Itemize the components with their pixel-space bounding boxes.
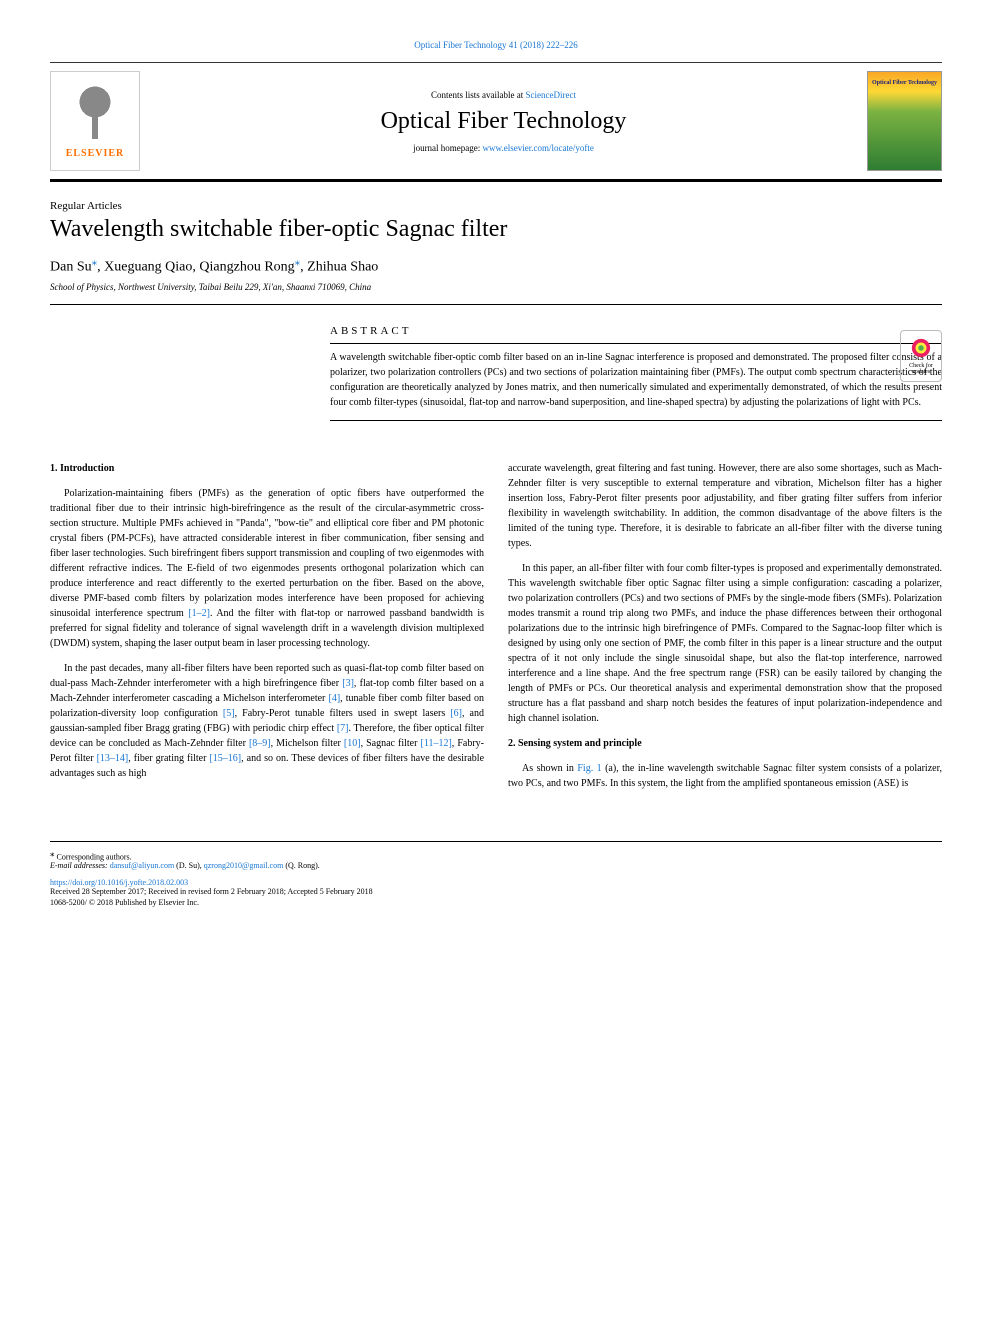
abstract-left-spacer (50, 325, 310, 421)
elsevier-logo: ELSEVIER (50, 71, 140, 171)
top-citation-link[interactable]: Optical Fiber Technology 41 (2018) 222–2… (414, 40, 577, 50)
abstract-heading: ABSTRACT (330, 325, 942, 344)
email-link[interactable]: dansuf@aliyun.com (110, 861, 174, 870)
homepage-link[interactable]: www.elsevier.com/locate/yofte (483, 143, 594, 153)
ref-13-14[interactable]: [13–14] (97, 753, 129, 764)
top-citation: Optical Fiber Technology 41 (2018) 222–2… (50, 40, 942, 50)
copyright-line: 1068-5200/ © 2018 Published by Elsevier … (50, 898, 942, 907)
corresponding-note: ⁎ Corresponding authors. (50, 848, 942, 862)
top-citation-journal: Optical Fiber Technology (414, 40, 506, 50)
doi-link[interactable]: https://doi.org/10.1016/j.yofte.2018.02.… (50, 878, 188, 887)
intro-para-1: Polarization-maintaining fibers (PMFs) a… (50, 486, 484, 651)
fig-1-link[interactable]: Fig. 1 (577, 763, 601, 774)
footer: ⁎ Corresponding authors. E-mail addresse… (50, 841, 942, 908)
intro-p1-text: Polarization-maintaining fibers (PMFs) a… (50, 488, 484, 619)
sec2-para-1: As shown in Fig. 1 (a), the in-line wave… (508, 761, 942, 791)
body-columns: 1. Introduction Polarization-maintaining… (50, 461, 942, 801)
author-list: Dan Su⁎, Xueguang Qiao, Qiangzhou Rong⁎,… (50, 255, 942, 276)
email-line: E-mail addresses: dansuf@aliyun.com (D. … (50, 861, 942, 870)
corr-asterisk-link[interactable]: ⁎ (92, 256, 98, 268)
abstract-text: A wavelength switchable fiber-optic comb… (330, 350, 942, 421)
corr-label: Corresponding authors. (57, 852, 132, 861)
col2-para-1: accurate wavelength, great filtering and… (508, 461, 942, 551)
title-block: Regular Articles Wavelength switchable f… (50, 200, 942, 292)
doi-line: https://doi.org/10.1016/j.yofte.2018.02.… (50, 878, 942, 887)
corr-asterisk-link[interactable]: ⁎ (295, 256, 301, 268)
col2-para-2: In this paper, an all-fiber filter with … (508, 561, 942, 726)
article-type: Regular Articles (50, 200, 942, 212)
intro-para-2: In the past decades, many all-fiber filt… (50, 661, 484, 781)
check-for-updates-badge[interactable]: Check for updates (900, 330, 942, 382)
homepage-line: journal homepage: www.elsevier.com/locat… (160, 143, 847, 153)
divider (50, 304, 942, 305)
email-label: E-mail addresses: (50, 861, 108, 870)
ref-3[interactable]: [3] (342, 678, 354, 689)
section-2-heading: 2. Sensing system and principle (508, 736, 942, 751)
affiliation: School of Physics, Northwest University,… (50, 282, 942, 292)
p2-h: , Sagnac filter (361, 738, 421, 749)
ref-6[interactable]: [6] (450, 708, 462, 719)
journal-cover-thumbnail (867, 71, 942, 171)
article-title: Wavelength switchable fiber-optic Sagnac… (50, 216, 942, 243)
ref-8-9[interactable]: [8–9] (249, 738, 271, 749)
ref-15-16[interactable]: [15–16] (209, 753, 241, 764)
banner-center: Contents lists available at ScienceDirec… (160, 90, 847, 153)
author: Qiangzhou Rong (199, 260, 294, 275)
sec2-p1-a: As shown in (522, 763, 577, 774)
abstract-content: ABSTRACT A wavelength switchable fiber-o… (310, 325, 942, 421)
author: Dan Su (50, 260, 92, 275)
journal-name: Optical Fiber Technology (160, 108, 847, 135)
author: Zhihua Shao (307, 260, 378, 275)
column-right: accurate wavelength, great filtering and… (508, 461, 942, 801)
elsevier-brand-text: ELSEVIER (66, 148, 125, 159)
elsevier-tree-icon (65, 84, 125, 144)
contents-line: Contents lists available at ScienceDirec… (160, 90, 847, 100)
ref-11-12[interactable]: [11–12] (421, 738, 452, 749)
author: Xueguang Qiao (104, 260, 192, 275)
abstract-section: ABSTRACT A wavelength switchable fiber-o… (50, 325, 942, 421)
section-1-heading: 1. Introduction (50, 461, 484, 476)
p2-g: , Michelson filter (271, 738, 344, 749)
homepage-prefix: journal homepage: (413, 143, 482, 153)
received-line: Received 28 September 2017; Received in … (50, 887, 942, 896)
ref-10[interactable]: [10] (344, 738, 361, 749)
ref-1-2[interactable]: [1–2] (188, 608, 210, 619)
ref-7[interactable]: [7] (337, 723, 349, 734)
ref-4[interactable]: [4] (328, 693, 340, 704)
check-updates-icon (910, 337, 932, 359)
p2-j: , fiber grating filter (128, 753, 209, 764)
ref-5[interactable]: [5] (223, 708, 235, 719)
p2-d: , Fabry-Perot tunable filters used in sw… (235, 708, 451, 719)
check-updates-label: Check for updates (901, 363, 941, 375)
top-citation-pages: 41 (2018) 222–226 (509, 40, 578, 50)
sciencedirect-link[interactable]: ScienceDirect (526, 90, 576, 100)
contents-prefix: Contents lists available at (431, 90, 525, 100)
journal-banner: ELSEVIER Contents lists available at Sci… (50, 62, 942, 182)
corr-asterisk: ⁎ (50, 848, 55, 858)
column-left: 1. Introduction Polarization-maintaining… (50, 461, 484, 801)
email-link[interactable]: qzrong2010@gmail.com (204, 861, 284, 870)
